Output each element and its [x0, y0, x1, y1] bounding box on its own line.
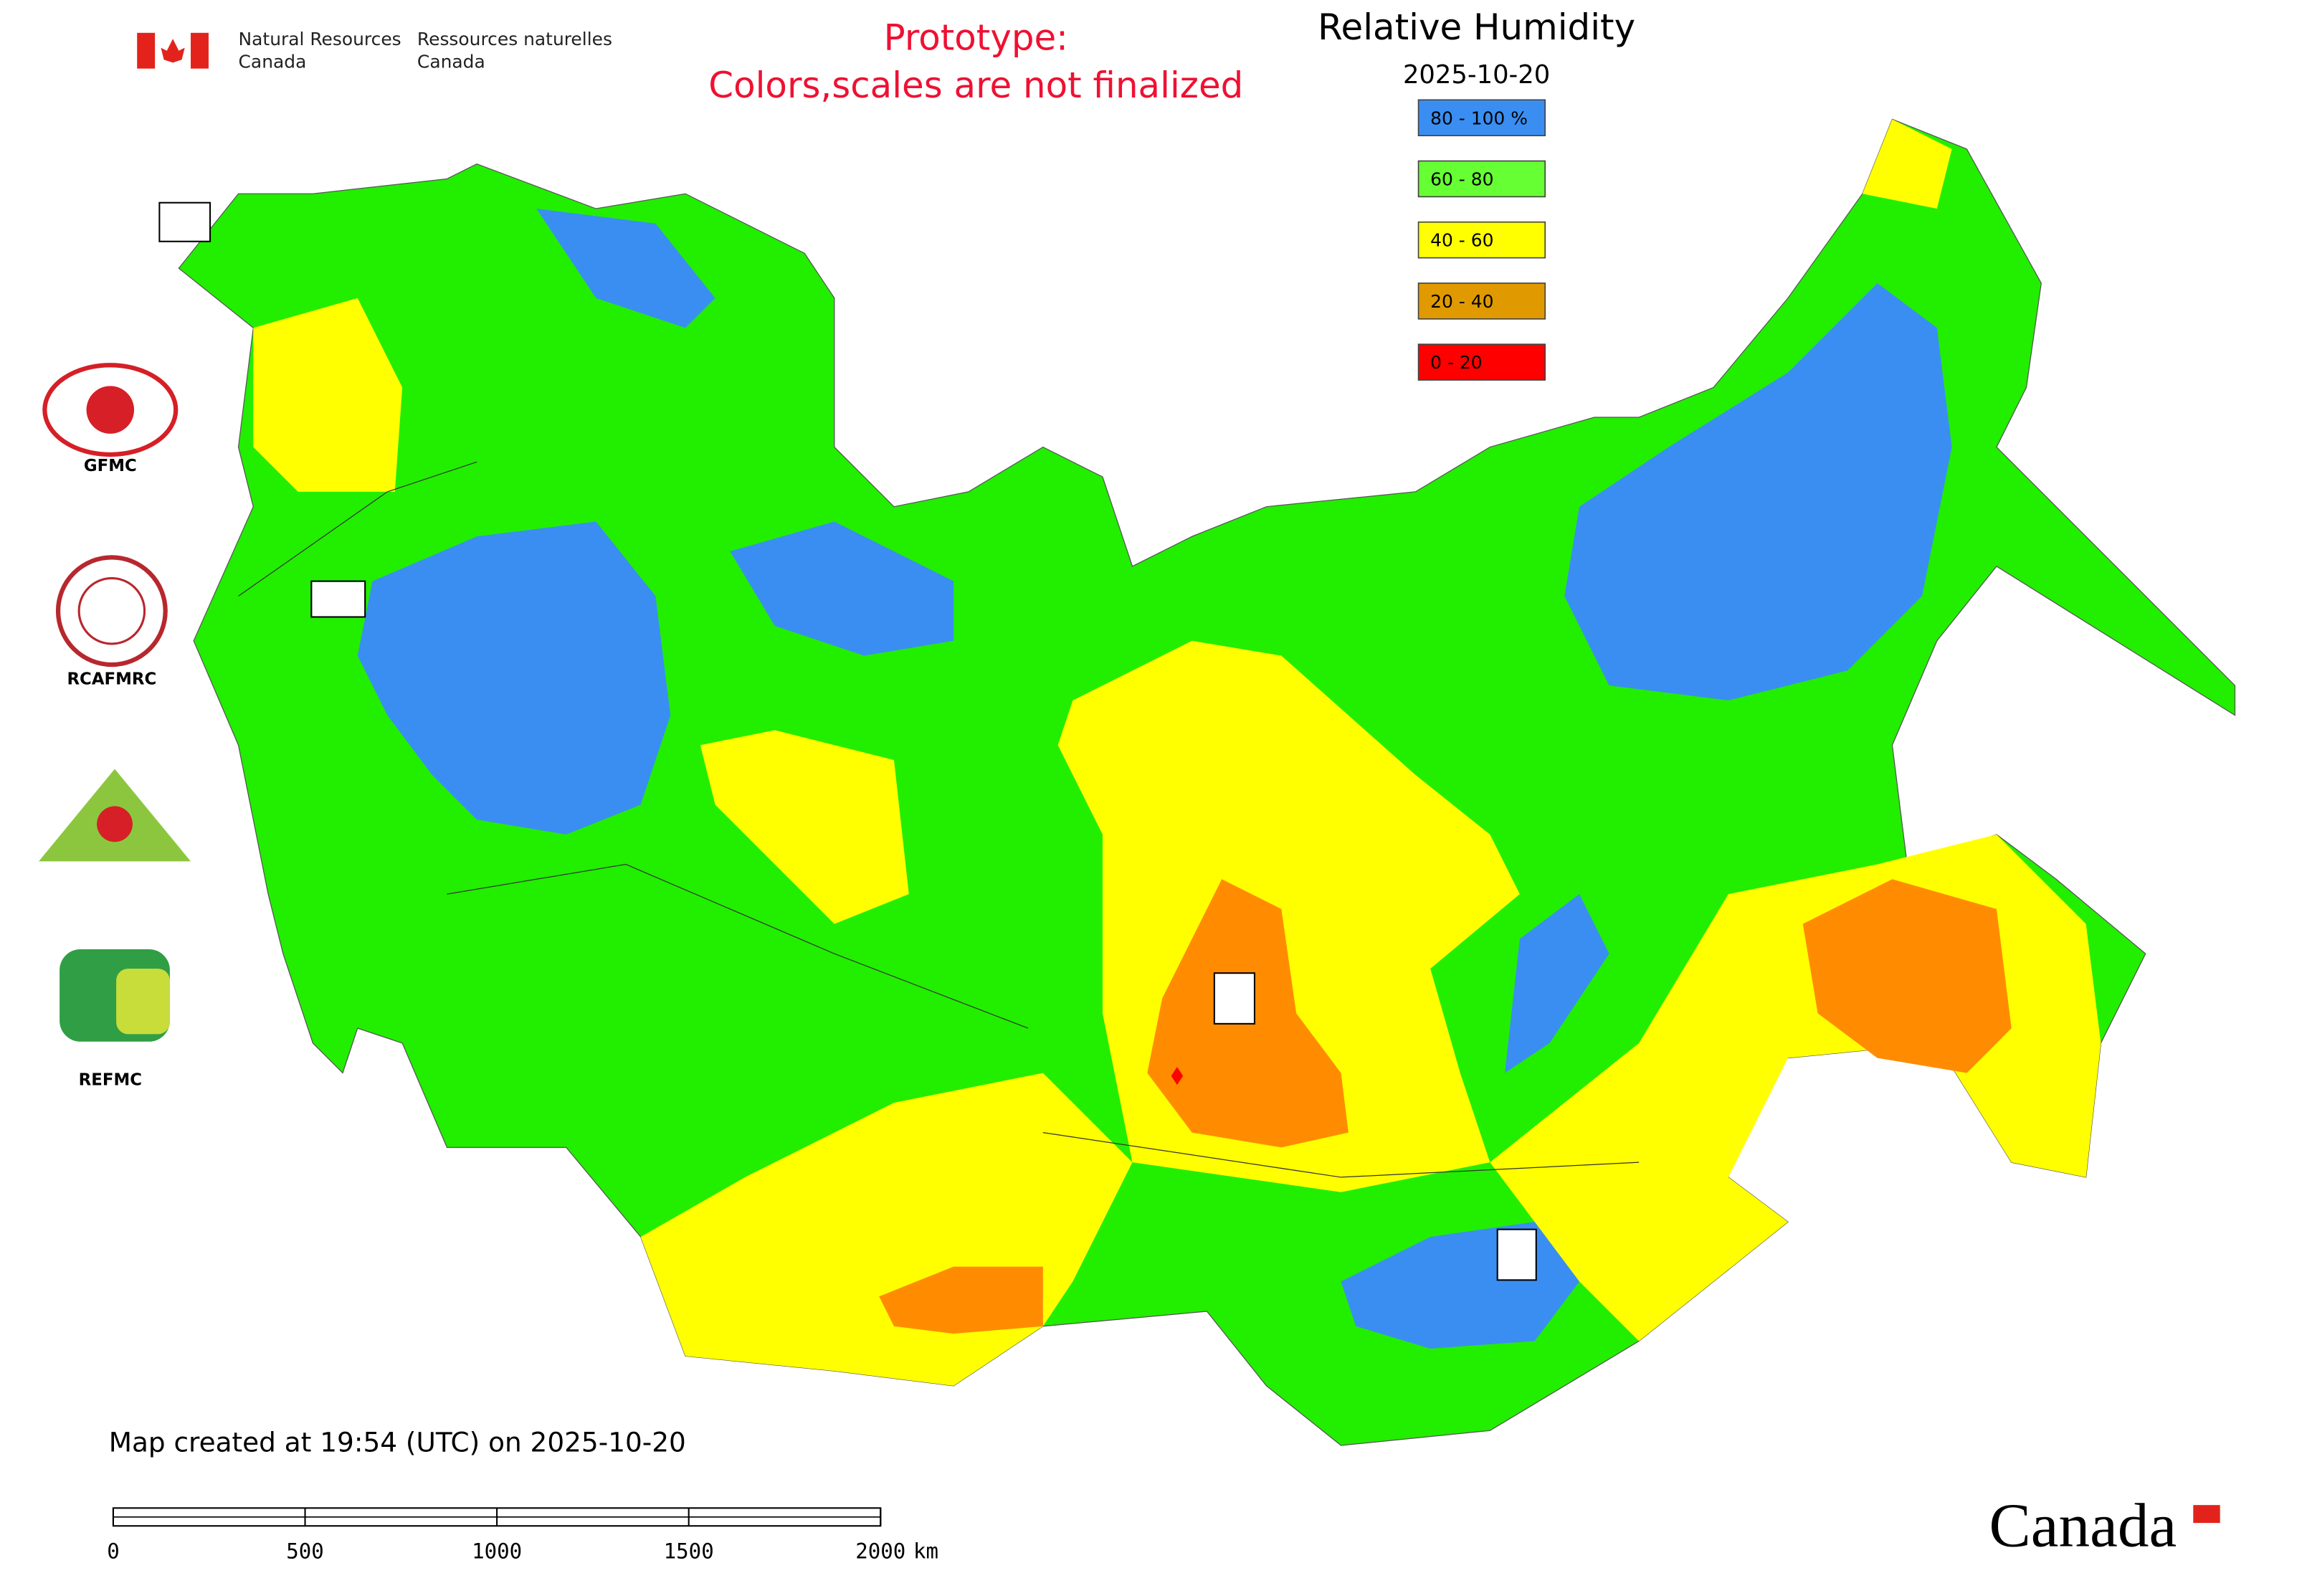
org-name: Canada — [417, 51, 485, 72]
flag-bar — [191, 32, 209, 69]
legend-swatch — [1417, 282, 1546, 320]
org-name: Canada — [239, 51, 307, 72]
flag-bar — [137, 32, 156, 69]
legend-swatch — [1417, 221, 1546, 259]
zone-80-100 — [730, 521, 954, 656]
zone-80-100 — [536, 209, 715, 328]
legend-label: 0 - 20 — [1430, 352, 1482, 373]
map-created-note: Map created at 19:54 (UTC) on 2025-10-20 — [109, 1426, 686, 1458]
legend-label: 40 - 60 — [1430, 230, 1493, 251]
zone-80-100 — [1505, 894, 1609, 1073]
zone-80-100 — [1564, 282, 1952, 700]
flag-leaf — [161, 39, 185, 63]
partner-logos: GFMC RCAFMRC REFMC — [39, 363, 191, 1089]
station-icon — [1496, 1228, 1537, 1281]
border-lines — [238, 461, 1640, 1178]
scale-unit: km — [913, 1539, 938, 1564]
legend-swatch — [1417, 160, 1546, 198]
logo-refmc — [116, 968, 170, 1035]
scale-label: 1500 — [664, 1539, 714, 1564]
logo-label: RCAFMRC — [67, 670, 156, 688]
zone-40-60 — [253, 298, 403, 492]
logo-rcafmrc — [77, 576, 146, 645]
org-name: Natural Resources — [239, 29, 401, 49]
zone-40-60 — [1862, 119, 1952, 209]
zone-40-60 — [700, 730, 909, 924]
legend-title: Relative Humidity — [1318, 6, 1635, 48]
scale-bar: 0 500 1000 1500 2000 km — [107, 1507, 938, 1564]
logo-gfmc — [86, 386, 135, 434]
zone-80-100 — [357, 521, 671, 835]
legend-label: 60 - 80 — [1430, 169, 1493, 190]
zone-20-40 — [879, 1266, 1043, 1334]
scale-label: 1000 — [472, 1539, 522, 1564]
map-station-icons — [158, 201, 1537, 1281]
wordmark: Canada — [1989, 1491, 2177, 1560]
legend-label: 20 - 40 — [1430, 291, 1493, 312]
logo-reefmc — [97, 806, 133, 842]
logo-label: GFMC — [84, 457, 137, 475]
logo-rcafmrc — [55, 555, 168, 668]
scale-label: 500 — [286, 1539, 324, 1564]
wordmark-flag — [2193, 1505, 2220, 1524]
legend-label: 80 - 100 % — [1430, 108, 1528, 128]
scale-label: 0 — [107, 1539, 120, 1564]
station-icon — [1213, 972, 1255, 1025]
station-icon — [310, 580, 366, 618]
legend-swatch — [1417, 343, 1546, 381]
legend: 80 - 100 % 60 - 80 40 - 60 20 - 40 0 - 20 — [1417, 99, 1546, 381]
nrcan-signature: Natural Resources Canada Ressources natu… — [137, 29, 612, 72]
legend-date: 2025-10-20 — [1403, 60, 1550, 90]
org-name: Ressources naturelles — [417, 29, 612, 49]
logo-label: REFMC — [79, 1070, 142, 1089]
zone-0-20 — [1171, 1067, 1184, 1086]
zone-20-40 — [1802, 879, 2012, 1073]
prototype-note: Colors,scales are not finalized — [708, 65, 1243, 106]
legend-swatch — [1417, 99, 1546, 137]
station-icon — [158, 201, 211, 242]
canada-wordmark: Canada — [1989, 1491, 2220, 1560]
scale-label: 2000 — [855, 1539, 905, 1564]
prototype-note: Prototype: — [884, 17, 1068, 59]
logo-gfmc — [42, 363, 179, 457]
